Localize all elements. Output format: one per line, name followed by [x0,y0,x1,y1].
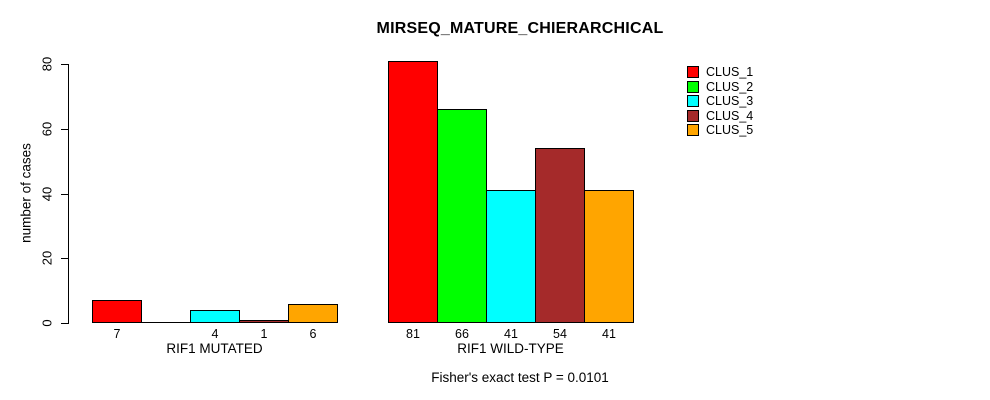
legend-swatch-icon [687,95,699,108]
legend-item-clus_3: CLUS_3 [687,94,753,109]
bar-clus_4 [535,148,585,323]
bar-value-label: 1 [260,327,268,341]
y-axis-title: number of cases [18,143,34,243]
bar-clus_1 [388,61,438,323]
bar-value-label: 7 [113,327,121,341]
legend-swatch-icon [687,124,699,137]
y-tick-mark [61,258,68,259]
legend-label: CLUS_5 [706,123,754,137]
group-label: RIF1 WILD-TYPE [457,341,564,356]
bar-clus_4 [239,320,289,323]
y-tick-label: 0 [39,319,55,327]
bar-clus_1 [92,300,142,323]
legend-item-clus_5: CLUS_5 [687,123,753,138]
bar-value-label: 6 [309,327,317,341]
legend-item-clus_1: CLUS_1 [687,65,753,80]
y-tick-label: 60 [39,121,55,137]
legend-swatch-icon [687,80,699,93]
y-tick-mark [61,194,68,195]
legend-label: CLUS_4 [706,108,754,123]
bar-value-label: 81 [406,327,420,341]
legend-label: CLUS_3 [706,94,754,108]
bar-clus_3 [190,310,240,323]
group-label: RIF1 MUTATED [166,341,263,356]
bar-clus_3 [486,190,536,323]
y-tick-mark [61,129,68,130]
legend-label: CLUS_2 [706,79,754,94]
chart-title: MIRSEQ_MATURE_CHIERARCHICAL [376,20,664,37]
legend-item-clus_4: CLUS_4 [687,109,753,124]
y-tick-label: 40 [39,186,55,202]
annotation-text: Fisher's exact test P = 0.0101 [431,370,609,385]
legend: CLUS_1 CLUS_2 CLUS_3 CLUS_4 CLUS_5 [687,65,753,138]
bar-value-label: 54 [553,327,567,341]
y-axis-line [68,64,69,324]
y-tick-mark [61,323,68,324]
bar-clus_5 [288,304,338,323]
bar-clus_2 [437,109,487,323]
legend-swatch-icon [687,66,699,79]
bar-clus_5 [584,190,634,323]
legend-swatch-icon [687,109,699,122]
bar-value-label: 41 [504,327,518,341]
y-tick-mark [61,64,68,65]
bar-value-label: 41 [602,327,616,341]
y-tick-label: 80 [39,56,55,72]
legend-label: CLUS_1 [706,65,754,79]
bar-value-label: 66 [455,327,469,341]
bar-clus_2-zero-line [141,322,191,323]
y-tick-label: 20 [39,250,55,266]
bar-value-label: 4 [211,327,219,341]
legend-item-clus_2: CLUS_2 [687,80,753,95]
